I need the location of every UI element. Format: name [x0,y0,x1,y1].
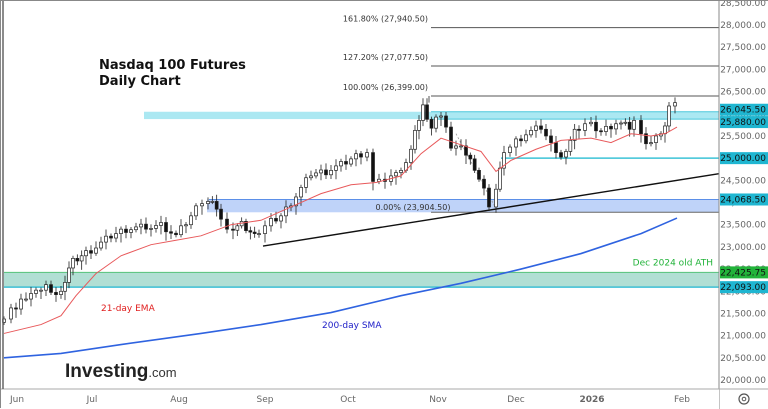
dec-2024-ath-zone [4,272,719,288]
x-tick-label: Jun [9,395,24,405]
chart-subtitle: Daily Chart [99,74,181,89]
x-tick-label: Sep [257,395,274,405]
y-tick-label: 28,000.00 [720,21,766,31]
x-tick-label: 2026 [579,395,604,405]
y-tick-label: 28,500.00 [720,1,766,9]
candles [2,97,677,326]
sma-200-line [3,217,678,359]
price-tag-label: 24,068.50 [720,195,766,205]
sma-label: 200-day SMA [322,321,382,331]
x-tick-label: Nov [429,395,447,405]
trendline [262,172,720,247]
price-tag-label: 22,093.00 [720,283,766,293]
y-tick-label: 23,500.00 [720,221,766,231]
ema-label: 21-day EMA [101,304,156,314]
support-zone-24k [207,199,719,213]
x-tick-label: Oct [340,395,356,405]
y-tick-label: 20,500.00 [720,354,766,364]
settings-icon[interactable] [738,393,750,405]
y-tick-label: 26,500.00 [720,88,766,98]
price-tag [720,103,768,116]
y-tick-label: 24,500.00 [720,176,766,186]
price-tag [720,281,768,294]
price-tag-label: 22,425.75 [720,268,766,278]
price-tag [720,116,768,129]
resistance-zone [144,111,719,120]
fib-label: 0.00% (23,904.50) [376,203,451,212]
y-tick-label: 27,500.00 [720,43,766,53]
y-tick-label: 27,000.00 [720,65,766,75]
chart-title: Nasdaq 100 Futures [99,58,246,73]
investing-logo: Investing.com [65,361,177,382]
price-tag-label: 25,000.00 [720,154,766,164]
price-tag [720,193,768,206]
x-tick-label: Dec [507,395,524,405]
y-tick-label: 21,500.00 [720,309,766,319]
price-tag [720,152,768,165]
fib-label: 127.20% (27,077.50) [343,53,428,62]
ath-label: Dec 2024 old ATH [633,258,713,268]
ema-21-line [3,126,678,334]
time-axis[interactable] [1,389,719,409]
x-tick-label: Jul [86,395,98,405]
fib-label: 161.80% (27,940.50) [343,15,428,24]
price-tag-label: 26,045.50 [720,106,766,116]
price-tag [720,266,768,279]
price-tag-label: 25,880.00 [720,118,766,128]
y-tick-label: 23,000.00 [720,243,766,253]
y-tick-label: 25,500.00 [720,132,766,142]
x-tick-label: Feb [674,395,690,405]
fib-label: 100.00% (26,399.00) [343,83,428,92]
x-tick-label: Aug [170,395,188,405]
y-tick-label: 21,000.00 [720,332,766,342]
y-tick-label: 20,000.00 [720,376,766,386]
